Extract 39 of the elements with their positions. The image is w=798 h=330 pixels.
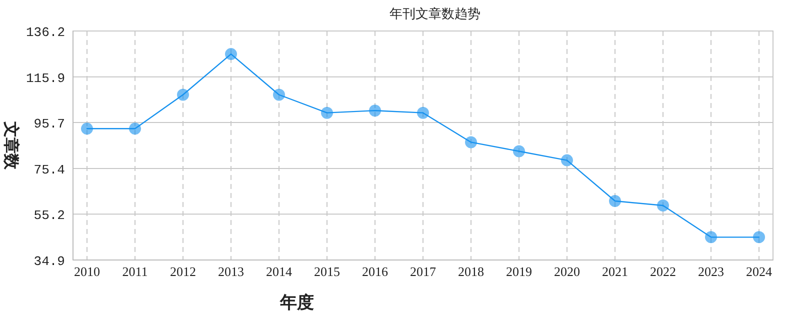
point: [705, 231, 717, 244]
point: [129, 122, 141, 135]
x-tick-label: 2014: [266, 264, 292, 279]
x-tick-label: 2022: [650, 264, 676, 279]
x-tick-label: 2021: [602, 264, 628, 279]
x-tick-label: 2012: [170, 264, 196, 279]
x-tick-label: 2018: [458, 264, 484, 279]
x-tick-label: 2023: [698, 264, 724, 279]
x-tick-label: 2020: [554, 264, 580, 279]
x-tick-label: 2010: [74, 264, 100, 279]
x-tick-label: 2016: [362, 264, 388, 279]
point: [513, 145, 525, 158]
x-tick-label: 2013: [218, 264, 244, 279]
point: [657, 200, 669, 212]
y-tick-label: 55.2: [34, 208, 65, 224]
x-axis-title: 年度: [279, 293, 314, 312]
x-tick-label: 2015: [314, 264, 340, 279]
point: [609, 195, 621, 207]
point: [753, 231, 765, 244]
chart-title: 年刊文章数趋势: [390, 6, 480, 21]
x-tick-label: 2019: [506, 264, 532, 279]
point: [321, 106, 333, 119]
y-tick-label: 95.7: [34, 116, 65, 132]
point: [225, 48, 237, 60]
point: [465, 136, 477, 148]
point: [177, 88, 189, 101]
y-tick-label: 75.4: [34, 162, 66, 178]
y-tick-label: 34.9: [34, 254, 65, 269]
x-tick-label: 2011: [122, 264, 148, 279]
point: [561, 154, 573, 166]
y-tick-label: 115.9: [26, 70, 65, 86]
x-tick-label: 2017: [410, 264, 436, 279]
y-axis-title: 文章数: [2, 120, 20, 170]
point: [81, 122, 93, 135]
x-tick-label: 2024: [746, 264, 772, 279]
point: [417, 106, 429, 119]
point: [273, 88, 285, 101]
point: [369, 104, 381, 117]
y-tick-label: 136.2: [26, 25, 65, 40]
